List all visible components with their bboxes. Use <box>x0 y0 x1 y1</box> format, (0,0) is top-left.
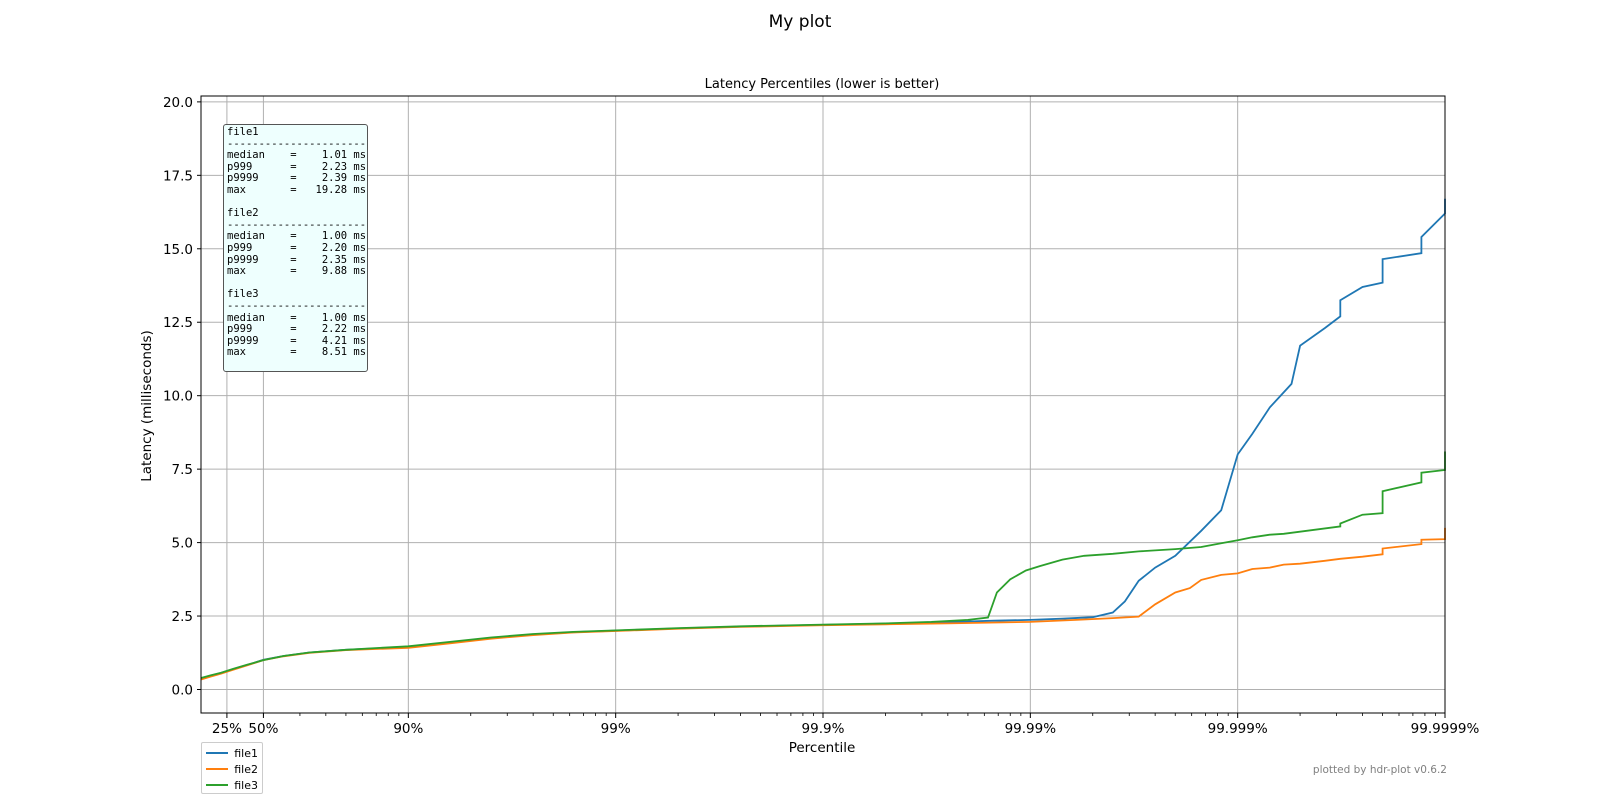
legend-item-file3: file3 <box>206 777 258 793</box>
stats-summary-box: file1 ---------------------- median = 1.01… <box>223 124 368 372</box>
stats-file-name: file2 <box>227 207 259 220</box>
stats-row-median: median = 1.00 ms <box>227 311 367 324</box>
stats-row-median: median = 1.00 ms <box>227 230 367 243</box>
stats-row-p9999: p9999 = 2.39 ms <box>227 172 367 185</box>
y-tick-label: 20.0 <box>163 95 193 111</box>
y-tick-label: 0.0 <box>172 682 193 698</box>
chart-title: Latency Percentiles (lower is better) <box>705 77 940 92</box>
stats-separator: ---------------------- <box>227 218 367 231</box>
legend-label: file3 <box>234 778 258 792</box>
stats-row-max: max = 8.51 ms <box>227 346 367 359</box>
y-tick-label: 2.5 <box>172 609 193 625</box>
x-axis-label: Percentile <box>789 740 856 756</box>
y-tick-label: 15.0 <box>163 242 193 258</box>
stats-row-max: max = 9.88 ms <box>227 265 367 278</box>
stats-row-p9999: p9999 = 4.21 ms <box>227 334 367 347</box>
stats-file-name: file3 <box>227 288 259 301</box>
stats-row-p9999: p9999 = 2.35 ms <box>227 253 367 266</box>
plot-frame <box>200 95 1446 714</box>
x-tick-label: 90% <box>393 721 423 737</box>
y-tick-label: 7.5 <box>172 462 193 478</box>
stats-row-p999: p999 = 2.23 ms <box>227 160 367 173</box>
legend-label: file2 <box>234 762 258 776</box>
credit-text: plotted by hdr-plot v0.6.2 <box>1312 764 1447 776</box>
legend: file1 file2 file3 <box>201 742 263 794</box>
stats-row-p999: p999 = 2.22 ms <box>227 323 367 336</box>
series-lines <box>200 198 1446 681</box>
x-tick-label: 99.999% <box>1208 721 1268 737</box>
y-tick-label: 17.5 <box>163 168 193 184</box>
y-tick-label: 12.5 <box>163 315 193 331</box>
x-tick-label: 99.9% <box>802 721 845 737</box>
stats-row-p999: p999 = 2.20 ms <box>227 241 367 254</box>
axes <box>197 95 1446 718</box>
x-tick-label: 99.99% <box>1005 721 1057 737</box>
stats-separator: ---------------------- <box>227 299 367 312</box>
legend-item-file1: file1 <box>206 745 258 761</box>
y-tick-label: 10.0 <box>163 389 193 405</box>
stats-file-name: file1 <box>227 126 259 138</box>
stats-separator: ---------------------- <box>227 137 367 150</box>
stats-row-median: median = 1.01 ms <box>227 149 367 162</box>
series-line-file3 <box>200 451 1446 679</box>
x-tick-label: 99% <box>601 721 631 737</box>
legend-swatch <box>206 752 229 754</box>
figure-title: My plot <box>768 12 832 32</box>
y-axis-label: Latency (milliseconds) <box>139 330 155 482</box>
legend-label: file1 <box>234 746 258 760</box>
stats-row-max: max = 19.28 ms <box>227 183 367 196</box>
x-tick-label: 99.9999% <box>1411 721 1480 737</box>
legend-item-file2: file2 <box>206 761 258 777</box>
grid <box>201 96 1446 713</box>
legend-swatch <box>206 784 229 786</box>
legend-swatch <box>206 768 229 770</box>
x-tick-label: 25% <box>212 721 242 737</box>
y-tick-label: 5.0 <box>172 536 193 552</box>
tick-labels: 0.0 2.5 5.0 7.5 10.0 12.5 15.0 17.5 20.0 25% 50% 90… <box>163 95 1480 737</box>
x-tick-label: 50% <box>248 721 278 737</box>
